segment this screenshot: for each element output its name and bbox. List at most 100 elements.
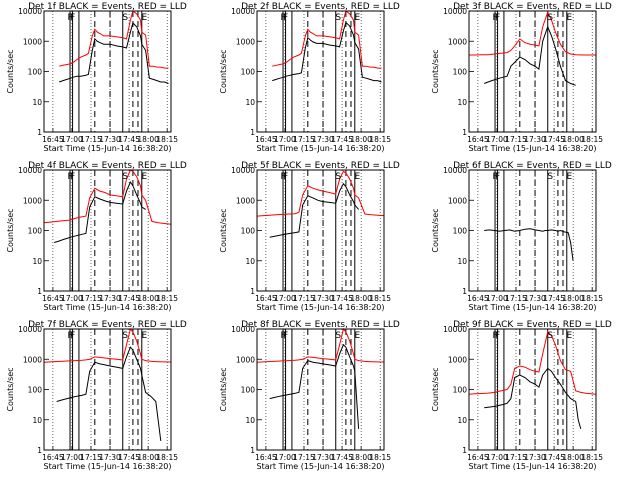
series-line-events bbox=[484, 228, 574, 261]
series-line-events bbox=[269, 182, 359, 238]
annotation-label: E bbox=[354, 13, 360, 23]
plot-frame bbox=[468, 328, 597, 451]
series-line-events bbox=[484, 25, 576, 86]
series-line-lld bbox=[43, 327, 172, 363]
x-tick-label: 17:00 bbox=[274, 135, 296, 144]
annotation-label: F bbox=[67, 13, 72, 23]
annotation-label: E bbox=[141, 331, 147, 341]
panel-title: Det 2f BLACK = Events, RED = LLD bbox=[241, 2, 400, 12]
x-tick-label: 17:15 bbox=[293, 135, 315, 144]
y-tick-label: 1000 bbox=[448, 355, 467, 364]
y-tick-label: 10 bbox=[245, 416, 255, 425]
x-tick-label: 17:00 bbox=[61, 294, 83, 303]
x-tick-label: 17:30 bbox=[312, 135, 334, 144]
panel-title: Det 9f BLACK = Events, RED = LLD bbox=[453, 320, 612, 330]
x-tick-label: 17:45 bbox=[331, 294, 353, 303]
y-tick-label: 1 bbox=[250, 287, 255, 296]
x-tick-label: 17:30 bbox=[524, 135, 546, 144]
x-tick-label: 18:15 bbox=[581, 453, 603, 462]
x-tick-label: 16:45 bbox=[467, 135, 489, 144]
plot-frame bbox=[43, 328, 172, 451]
x-tick-label: 17:30 bbox=[312, 294, 334, 303]
x-axis-label: Start Time (15-Jun-14 16:38:20) bbox=[469, 144, 597, 153]
annotation-label: F bbox=[70, 13, 75, 23]
y-axis-label: Counts/sec bbox=[431, 208, 440, 252]
x-tick-label: 17:15 bbox=[505, 135, 527, 144]
y-tick-label: 100 bbox=[28, 386, 43, 395]
annotation-label: E bbox=[141, 172, 147, 182]
x-axis-label: Start Time (15-Jun-14 16:38:20) bbox=[469, 462, 597, 471]
x-tick-label: 16:45 bbox=[255, 294, 277, 303]
x-tick-label: 17:30 bbox=[99, 135, 121, 144]
annotation-label: S bbox=[547, 172, 553, 182]
annotation-label: F bbox=[492, 331, 497, 341]
annotation-label: F bbox=[492, 13, 497, 23]
x-tick-label: 17:15 bbox=[505, 453, 527, 462]
y-tick-label: 10 bbox=[32, 98, 42, 107]
panel-title: Det 7f BLACK = Events, RED = LLD bbox=[28, 320, 187, 330]
y-tick-label: 100 bbox=[453, 227, 468, 236]
y-tick-label: 1 bbox=[37, 128, 42, 137]
x-tick-label: 17:00 bbox=[486, 135, 508, 144]
x-tick-label: 17:30 bbox=[99, 453, 121, 462]
x-axis-label: Start Time (15-Jun-14 16:38:20) bbox=[44, 303, 172, 312]
y-tick-label: 1000 bbox=[448, 196, 467, 205]
x-tick-label: 17:45 bbox=[543, 453, 565, 462]
x-tick-label: 16:45 bbox=[42, 294, 64, 303]
annotation-label: S bbox=[335, 331, 341, 341]
annotation-label: S bbox=[122, 172, 128, 182]
y-tick-label: 10000 bbox=[443, 166, 467, 175]
y-tick-label: 1 bbox=[462, 446, 467, 455]
x-tick-label: 17:45 bbox=[543, 135, 565, 144]
y-tick-label: 1000 bbox=[236, 355, 255, 364]
y-tick-label: 10000 bbox=[231, 325, 255, 334]
y-tick-label: 10000 bbox=[231, 166, 255, 175]
x-tick-label: 18:15 bbox=[369, 294, 391, 303]
annotation-label: F bbox=[280, 13, 285, 23]
y-tick-label: 10000 bbox=[18, 166, 42, 175]
x-tick-label: 18:00 bbox=[350, 453, 372, 462]
y-tick-label: 1000 bbox=[236, 37, 255, 46]
plot-frame bbox=[256, 10, 385, 133]
x-tick-label: 17:00 bbox=[486, 453, 508, 462]
y-tick-label: 100 bbox=[28, 227, 43, 236]
x-tick-label: 17:45 bbox=[331, 453, 353, 462]
annotation-label: E bbox=[354, 331, 360, 341]
y-tick-label: 1000 bbox=[23, 355, 42, 364]
series-line-events bbox=[269, 343, 360, 429]
plot-frame bbox=[256, 169, 385, 292]
y-tick-label: 100 bbox=[241, 386, 256, 395]
x-tick-label: 17:15 bbox=[80, 135, 102, 144]
y-axis-label: Counts/sec bbox=[6, 208, 15, 252]
series-line-lld bbox=[256, 170, 385, 217]
y-tick-label: 1 bbox=[250, 128, 255, 137]
series-line-events bbox=[484, 367, 582, 430]
y-tick-label: 1 bbox=[250, 446, 255, 455]
y-tick-label: 100 bbox=[453, 68, 468, 77]
x-tick-label: 16:45 bbox=[42, 135, 64, 144]
series-line-lld bbox=[468, 330, 597, 395]
x-tick-label: 17:00 bbox=[61, 135, 83, 144]
x-axis-label: Start Time (15-Jun-14 16:38:20) bbox=[469, 303, 597, 312]
x-tick-label: 17:00 bbox=[274, 453, 296, 462]
annotation-label: F bbox=[495, 172, 500, 182]
x-tick-label: 17:00 bbox=[486, 294, 508, 303]
panel-title: Det 5f BLACK = Events, RED = LLD bbox=[241, 161, 400, 171]
annotation-label: S bbox=[122, 13, 128, 23]
x-tick-label: 18:15 bbox=[156, 453, 178, 462]
plot-frame bbox=[43, 169, 172, 292]
x-axis-label: Start Time (15-Jun-14 16:38:20) bbox=[257, 303, 385, 312]
annotation-label: S bbox=[547, 331, 553, 341]
x-tick-label: 17:00 bbox=[274, 294, 296, 303]
x-tick-label: 18:00 bbox=[350, 135, 372, 144]
series-line-lld bbox=[256, 327, 385, 363]
y-tick-label: 1 bbox=[462, 287, 467, 296]
annotation-label: F bbox=[283, 331, 288, 341]
